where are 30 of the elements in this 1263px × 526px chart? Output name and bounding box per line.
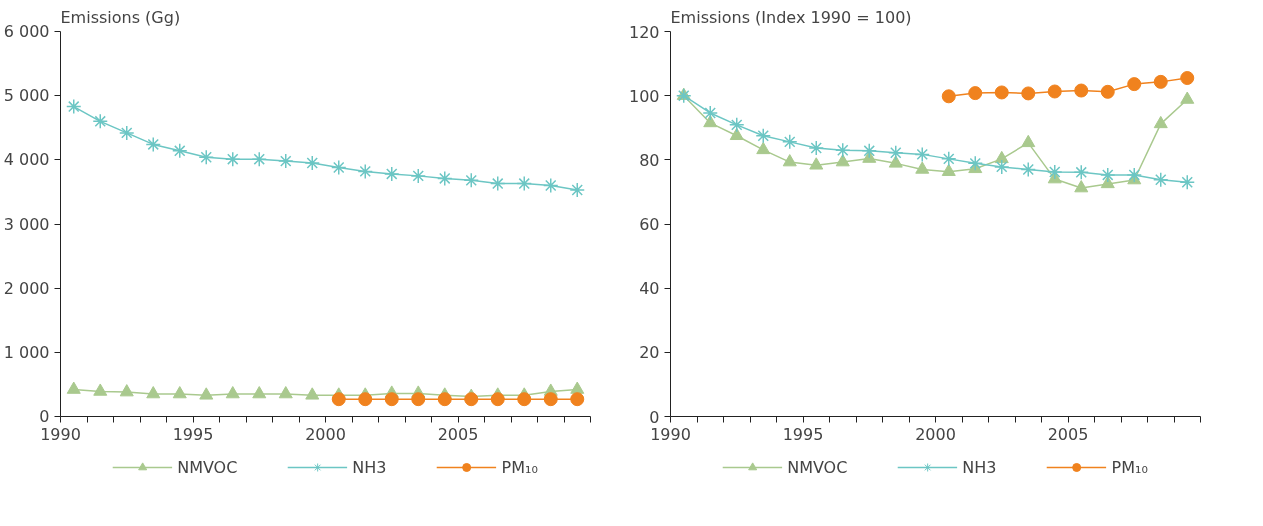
legend-label: NMVOC — [177, 457, 238, 477]
y-axis-title: Emissions (Index 1990 = 100) — [670, 7, 912, 27]
legend-label: NMVOC — [787, 457, 848, 477]
y-tick-label: 0 — [39, 407, 50, 426]
x-tick-label: 2000 — [305, 424, 346, 444]
legend-label: NH3 — [352, 457, 387, 477]
y-tick-label: 60 — [639, 215, 660, 234]
y-tick-label: 80 — [639, 150, 660, 170]
y-tick-label: 0 — [649, 407, 660, 427]
legend-label: NH3 — [962, 457, 997, 477]
y-tick-label: 120 — [628, 22, 660, 42]
y-tick-label: 40 — [639, 279, 660, 299]
y-tick-label: 6 000 — [3, 22, 50, 41]
y-tick-label: 2 000 — [3, 278, 50, 298]
y-tick-label: 5 000 — [3, 86, 50, 106]
y-tick-label: 100 — [628, 86, 660, 106]
x-tick-label: 1995 — [172, 424, 214, 444]
y-axis-title: Emissions (Gg) — [60, 7, 181, 27]
y-tick-label: 4 000 — [3, 150, 50, 170]
x-tick-label: 2005 — [437, 424, 479, 444]
x-tick-label: 2000 — [915, 424, 956, 444]
x-tick-label: 1995 — [782, 424, 824, 444]
y-tick-label: 3 000 — [3, 214, 50, 234]
x-tick-label: 1990 — [650, 424, 691, 444]
y-tick-label: 20 — [639, 343, 660, 363]
legend-label: PM₁₀ — [1111, 457, 1148, 477]
x-tick-label: 1990 — [40, 424, 81, 444]
x-tick-label: 2005 — [1047, 424, 1089, 444]
y-tick-label: 1 000 — [3, 342, 50, 362]
legend-label: PM₁₀ — [501, 457, 538, 477]
